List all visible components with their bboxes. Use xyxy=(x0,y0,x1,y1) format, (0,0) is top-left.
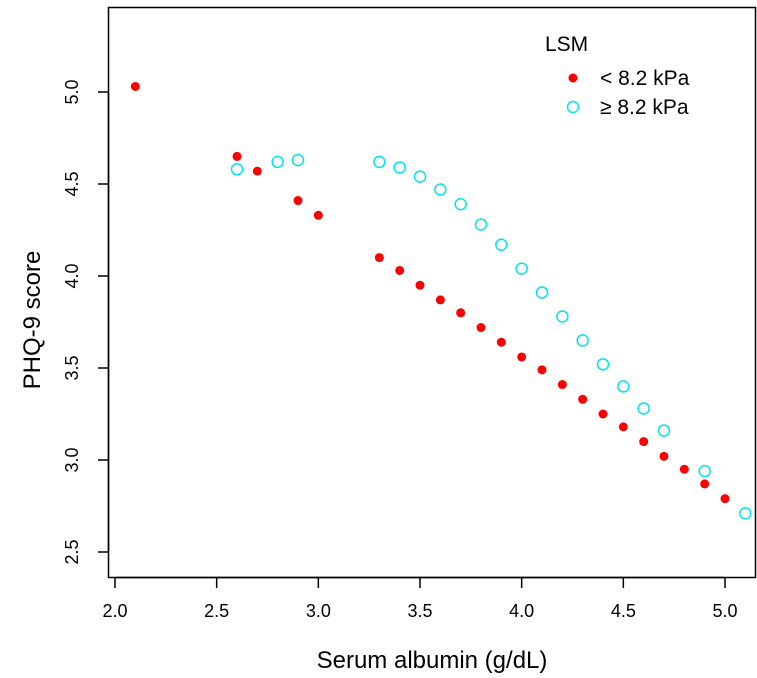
plot-frame xyxy=(107,6,757,579)
point-low-lsm xyxy=(130,81,140,91)
x-tick-label: 2.5 xyxy=(204,601,229,621)
y-tick-label: 5.0 xyxy=(62,79,82,104)
y-axis: 2.5 3.0 3.5 4.0 4.5 5.0 xyxy=(62,79,110,565)
point-high-lsm xyxy=(515,262,528,275)
point-low-lsm xyxy=(639,437,649,447)
data-points xyxy=(130,81,752,520)
point-low-lsm xyxy=(537,365,547,375)
point-high-lsm xyxy=(739,507,752,520)
point-low-lsm xyxy=(720,494,730,504)
point-low-lsm xyxy=(435,295,445,305)
point-high-lsm xyxy=(535,286,549,299)
y-tick-label: 3.0 xyxy=(62,447,82,472)
point-high-lsm xyxy=(657,424,671,437)
point-high-lsm xyxy=(474,218,488,231)
point-high-lsm xyxy=(556,310,569,323)
point-high-lsm xyxy=(495,238,508,251)
point-high-lsm xyxy=(434,183,447,196)
point-low-lsm xyxy=(456,308,466,318)
point-high-lsm xyxy=(454,197,467,211)
point-high-lsm xyxy=(617,380,630,393)
point-low-lsm xyxy=(557,380,567,390)
point-high-lsm xyxy=(393,161,406,174)
point-high-lsm xyxy=(271,155,284,169)
point-high-lsm xyxy=(576,334,589,347)
point-low-lsm xyxy=(517,352,527,362)
x-tick-label: 3.0 xyxy=(306,601,331,621)
legend-title: LSM xyxy=(545,33,588,56)
y-tick-label: 3.5 xyxy=(62,355,82,380)
point-low-lsm xyxy=(618,422,628,432)
point-high-lsm xyxy=(413,170,427,183)
legend-label-low-lsm: < 8.2 kPa xyxy=(600,67,690,90)
point-low-lsm xyxy=(659,451,669,461)
point-low-lsm xyxy=(313,210,323,220)
point-low-lsm xyxy=(252,166,262,176)
point-low-lsm xyxy=(679,464,689,474)
point-low-lsm xyxy=(293,196,303,206)
point-high-lsm xyxy=(698,464,711,478)
legend: LSM < 8.2 kPa ≥ 8.2 kPa xyxy=(545,33,690,119)
point-low-lsm xyxy=(578,394,588,404)
point-high-lsm xyxy=(596,358,610,371)
y-tick-label: 4.5 xyxy=(62,171,82,196)
x-tick-label: 5.0 xyxy=(712,601,737,621)
point-low-lsm xyxy=(476,323,486,333)
point-high-lsm xyxy=(373,155,386,169)
x-tick-label: 2.0 xyxy=(102,601,127,621)
x-tick-label: 4.0 xyxy=(509,601,534,621)
point-low-lsm xyxy=(415,280,425,290)
point-high-lsm xyxy=(291,153,305,167)
x-tick-label: 4.5 xyxy=(611,601,636,621)
point-low-lsm xyxy=(395,265,405,275)
y-tick-label: 4.0 xyxy=(62,263,82,288)
point-high-lsm xyxy=(230,163,244,176)
legend-label-high-lsm: ≥ 8.2 kPa xyxy=(600,96,689,119)
point-high-lsm xyxy=(637,402,650,415)
y-tick-label: 2.5 xyxy=(62,539,82,564)
point-low-lsm xyxy=(374,253,384,263)
point-low-lsm xyxy=(232,151,242,161)
point-low-lsm xyxy=(496,337,506,347)
legend-marker-low-lsm xyxy=(568,73,578,83)
x-tick-label: 3.5 xyxy=(407,601,432,621)
point-low-lsm xyxy=(598,409,608,419)
legend-marker-high-lsm xyxy=(566,100,580,114)
x-axis: 2.0 2.5 3.0 3.5 4.0 4.5 5.0 xyxy=(102,576,738,621)
x-axis-title: Serum albumin (g/dL) xyxy=(317,647,548,674)
y-axis-title: PHQ-9 score xyxy=(19,251,46,390)
point-low-lsm xyxy=(700,479,710,489)
